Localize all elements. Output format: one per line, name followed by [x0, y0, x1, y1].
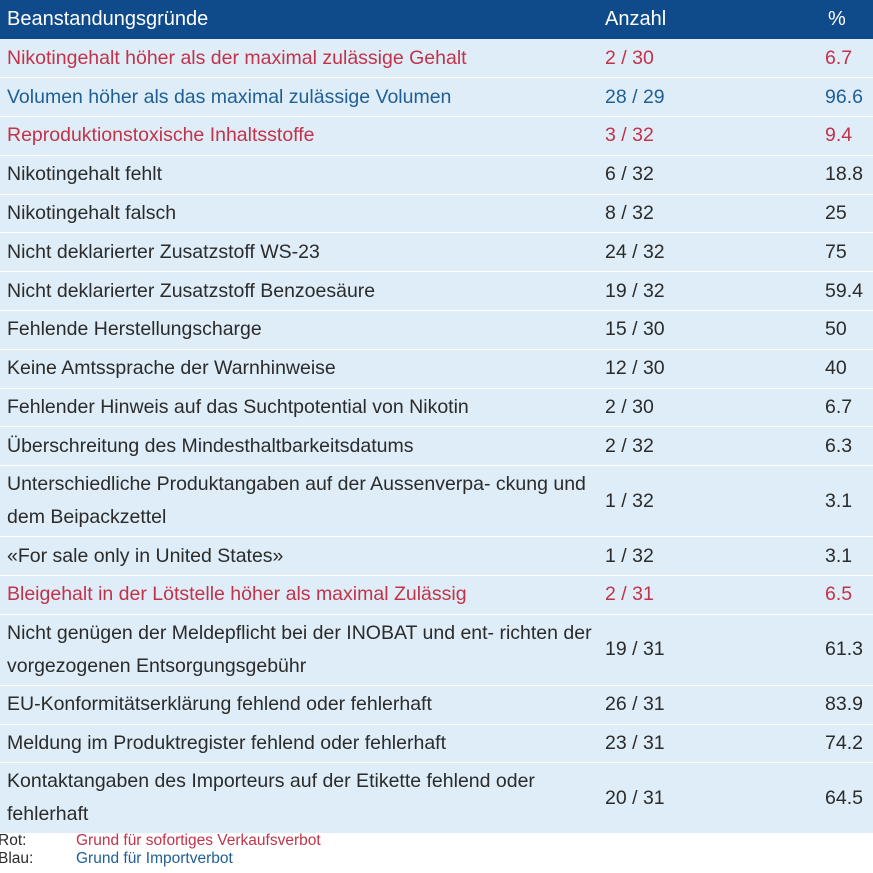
table-row: Keine Amtssprache der Warnhinweise 12 / 3… — [0, 349, 873, 389]
percent-cell: 6.7 — [820, 388, 873, 428]
table-header-row: Beanstandungsgründe Anzahl % — [0, 0, 873, 39]
legend-red: Rot: Grund für sofortiges Verkaufsverbot — [0, 832, 321, 850]
count-cell: 2 / 30 — [598, 388, 820, 428]
reason-cell: Kontaktangaben des Importeurs auf der Et… — [0, 762, 598, 835]
percent-cell: 59.4 — [820, 271, 873, 312]
table-row: Volumen höher als das maximal zulässige … — [0, 77, 873, 118]
percent-cell: 6.5 — [820, 575, 873, 615]
percent-cell: 50 — [820, 310, 873, 350]
reason-cell: EU-Konformitätserklärung fehlend oder fe… — [0, 685, 598, 725]
table-row: Überschreitung des Mindesthaltbarkeitsda… — [0, 426, 873, 467]
table-row: Nikotingehalt höher als der maximal zulä… — [0, 39, 873, 79]
reason-cell: Keine Amtssprache der Warnhinweise — [0, 349, 598, 389]
table-row: Fehlender Hinweis auf das Suchtpotential… — [0, 388, 873, 428]
legend-red-key: Rot: — [0, 832, 27, 849]
table-row: Nicht deklarierter Zusatzstoff WS-23 24 /… — [0, 232, 873, 273]
reason-cell: «For sale only in United States» — [0, 536, 598, 577]
reason-cell: Meldung im Produktregister fehlend oder … — [0, 724, 598, 764]
reason-cell: Bleigehalt in der Lötstelle höher als ma… — [0, 575, 598, 615]
count-cell: 2 / 30 — [598, 39, 820, 79]
table-row: Kontaktangaben des Importeurs auf der Et… — [0, 762, 873, 835]
table-row: Nicht genügen der Meldepflicht bei der I… — [0, 614, 873, 686]
percent-cell: 61.3 — [820, 614, 873, 686]
reason-cell: Reproduktionstoxische Inhaltsstoffe — [0, 116, 598, 156]
reason-cell: Nicht genügen der Meldepflicht bei der I… — [0, 614, 598, 686]
reason-cell: Nikotingehalt höher als der maximal zulä… — [0, 39, 598, 79]
table-row: EU-Konformitätserklärung fehlend oder fe… — [0, 685, 873, 725]
objection-table: Beanstandungsgründe Anzahl % Nikotingeha… — [0, 0, 873, 835]
reason-cell: Fehlender Hinweis auf das Suchtpotential… — [0, 388, 598, 428]
legend: Rot: Grund für sofortiges Verkaufsverbot… — [0, 832, 321, 868]
count-cell: 12 / 30 — [598, 349, 820, 389]
table-body: Nikotingehalt höher als der maximal zulä… — [0, 39, 873, 835]
reason-cell: Unterschiedliche Produktangaben auf der … — [0, 465, 598, 538]
count-cell: 1 / 32 — [598, 465, 820, 538]
table-row: Nikotingehalt falsch 8 / 32 25 — [0, 194, 873, 234]
percent-cell: 74.2 — [820, 724, 873, 764]
reason-cell: Nikotingehalt falsch — [0, 194, 598, 234]
percent-cell: 9.4 — [820, 116, 873, 156]
count-cell: 15 / 30 — [598, 310, 820, 350]
header-count: Anzahl — [605, 8, 667, 30]
reason-cell: Volumen höher als das maximal zulässige … — [0, 77, 598, 118]
count-cell: 26 / 31 — [598, 685, 820, 725]
count-cell: 23 / 31 — [598, 724, 820, 764]
percent-cell: 25 — [820, 194, 873, 234]
table-row: «For sale only in United States» 1 / 32 3.… — [0, 536, 873, 577]
percent-cell: 18.8 — [820, 155, 873, 195]
percent-cell: 75 — [820, 232, 873, 273]
count-cell: 3 / 32 — [598, 116, 820, 156]
count-cell: 20 / 31 — [598, 762, 820, 835]
table-row: Nikotingehalt fehlt 6 / 32 18.8 — [0, 155, 873, 195]
table-row: Bleigehalt in der Lötstelle höher als ma… — [0, 575, 873, 615]
percent-cell: 83.9 — [820, 685, 873, 725]
table-row: Unterschiedliche Produktangaben auf der … — [0, 465, 873, 538]
count-cell: 6 / 32 — [598, 155, 820, 195]
table-row: Reproduktionstoxische Inhaltsstoffe 3 / 3… — [0, 116, 873, 156]
percent-cell: 40 — [820, 349, 873, 389]
count-cell: 8 / 32 — [598, 194, 820, 234]
count-cell: 19 / 31 — [598, 614, 820, 686]
reason-cell: Nikotingehalt fehlt — [0, 155, 598, 195]
percent-cell: 6.7 — [820, 39, 873, 79]
count-cell: 28 / 29 — [598, 77, 820, 118]
percent-cell: 3.1 — [820, 536, 873, 577]
count-cell: 1 / 32 — [598, 536, 820, 577]
percent-cell: 96.6 — [820, 77, 873, 118]
percent-cell: 3.1 — [820, 465, 873, 538]
legend-blue-key: Blau: — [0, 850, 34, 867]
table-row: Fehlende Herstellungscharge 15 / 30 50 — [0, 310, 873, 350]
legend-blue-text: Grund für Importverbot — [76, 850, 233, 867]
reason-cell: Fehlende Herstellungscharge — [0, 310, 598, 350]
header-reason: Beanstandungsgründe — [7, 8, 209, 30]
reason-cell: Überschreitung des Mindesthaltbarkeitsda… — [0, 426, 598, 467]
count-cell: 19 / 32 — [598, 271, 820, 312]
table-row: Meldung im Produktregister fehlend oder … — [0, 724, 873, 764]
legend-blue: Blau: Grund für Importverbot — [0, 850, 321, 868]
percent-cell: 6.3 — [820, 426, 873, 467]
reason-cell: Nicht deklarierter Zusatzstoff Benzoesäu… — [0, 271, 598, 312]
percent-cell: 64.5 — [820, 762, 873, 835]
header-percent: % — [828, 8, 846, 30]
count-cell: 24 / 32 — [598, 232, 820, 273]
reason-cell: Nicht deklarierter Zusatzstoff WS-23 — [0, 232, 598, 273]
count-cell: 2 / 32 — [598, 426, 820, 467]
table-row: Nicht deklarierter Zusatzstoff Benzoesäu… — [0, 271, 873, 312]
legend-red-text: Grund für sofortiges Verkaufsverbot — [76, 832, 321, 849]
count-cell: 2 / 31 — [598, 575, 820, 615]
